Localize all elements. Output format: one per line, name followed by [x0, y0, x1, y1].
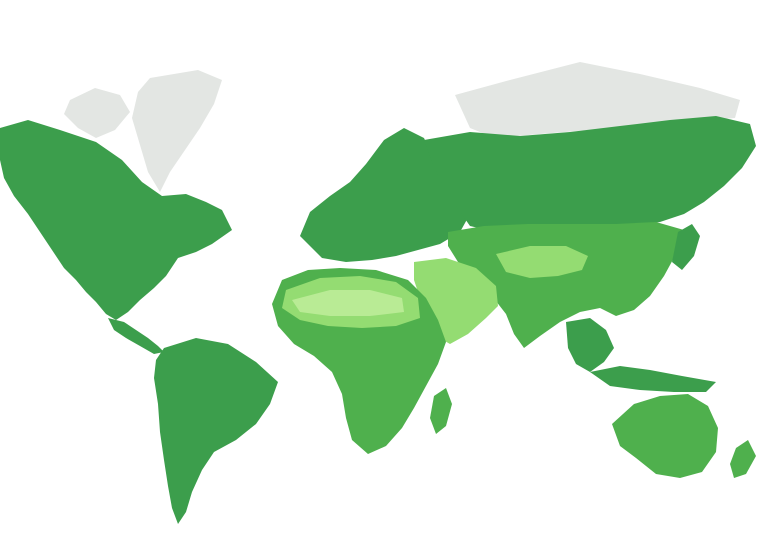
australia-region [612, 394, 718, 478]
arctic-islands-region [64, 88, 130, 138]
europe-region [300, 128, 470, 262]
himalaya-highlight [496, 246, 588, 278]
indonesia-region [590, 366, 716, 392]
greenland-region [132, 70, 222, 192]
central-america-region [108, 318, 164, 354]
new-zealand-region [730, 440, 756, 478]
south-america-region [154, 338, 278, 524]
japan-region [672, 224, 700, 270]
russia-region [424, 116, 756, 232]
north-america-region [0, 120, 232, 320]
sahara-pale [292, 290, 404, 316]
southeast-asia-region [566, 318, 614, 372]
madagascar-region [430, 388, 452, 434]
siberia-north-region [455, 62, 740, 138]
